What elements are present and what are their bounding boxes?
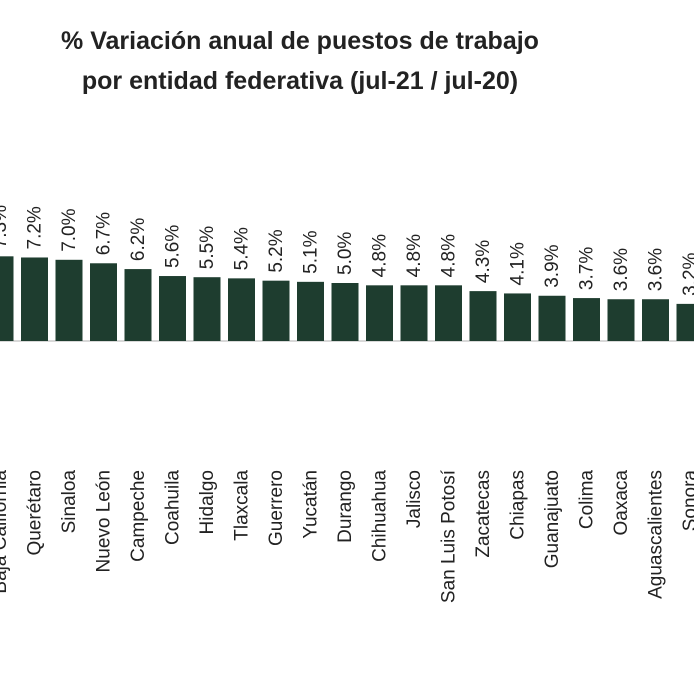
bar [331, 283, 359, 341]
category-label: Coahuila [163, 470, 184, 545]
bar [262, 280, 290, 341]
bar [400, 285, 428, 341]
category-label: Oaxaca [611, 470, 632, 536]
bar [159, 276, 186, 341]
category-label: Guanajuato [542, 470, 563, 568]
category-label: Tlaxcala [232, 470, 253, 541]
value-label: 5.4% [232, 227, 253, 270]
value-label: 7.2% [25, 206, 46, 249]
bar [504, 293, 531, 341]
value-label: 4.8% [439, 234, 460, 277]
bar [435, 285, 462, 341]
value-label: 3.6% [611, 248, 632, 291]
bar [366, 285, 393, 341]
category-label: Sonora [680, 470, 694, 532]
category-label: Colima [577, 470, 598, 530]
value-label: 6.7% [94, 212, 115, 255]
bar [0, 256, 14, 341]
value-label: 3.2% [680, 252, 694, 295]
value-label: 4.3% [473, 240, 494, 283]
value-label: 4.1% [508, 242, 529, 285]
category-label: Nuevo León [94, 470, 115, 572]
value-label: 5.2% [266, 229, 287, 272]
bar [90, 263, 117, 341]
bar [676, 303, 694, 341]
category-label: Aguascalientes [646, 470, 667, 599]
bar [573, 298, 600, 341]
category-label: Chihuahua [370, 470, 391, 562]
bar [21, 257, 48, 341]
value-label: 6.2% [128, 218, 149, 261]
value-label: 3.7% [577, 247, 598, 290]
bar [297, 281, 324, 341]
chart-title: % Variación anual de puestos de trabajo [61, 27, 539, 55]
category-label: Baja California [0, 470, 11, 594]
bar [193, 277, 221, 341]
bar [55, 259, 83, 341]
value-label: 3.6% [646, 248, 667, 291]
category-label: Zacatecas [473, 470, 494, 558]
value-label: 7.0% [59, 208, 80, 251]
bar [607, 299, 635, 341]
category-label: San Luis Potosí [439, 469, 460, 603]
category-label: Yucatán [301, 470, 322, 539]
category-label: Campeche [128, 470, 149, 562]
category-label: Guerrero [266, 470, 287, 546]
category-label: Chiapas [508, 470, 529, 540]
category-label: Querétaro [25, 470, 46, 556]
value-label: 5.0% [335, 232, 356, 275]
category-label: Sinaloa [59, 470, 80, 534]
value-label: 5.1% [301, 230, 322, 273]
value-label: 3.9% [542, 244, 563, 287]
category-label: Durango [335, 470, 356, 543]
chart-subtitle: por entidad federativa (jul-21 / jul-20) [81, 67, 519, 95]
bar [538, 295, 566, 341]
category-label: Hidalgo [197, 470, 218, 534]
value-label: 4.8% [370, 234, 391, 277]
bar [228, 278, 255, 341]
bar [469, 291, 497, 341]
value-label: 5.5% [197, 226, 218, 269]
category-label: Jalisco [404, 470, 425, 528]
value-label: 7.3% [0, 205, 11, 248]
bar [124, 269, 152, 341]
bar [642, 299, 669, 341]
value-label: 4.8% [404, 234, 425, 277]
value-label: 5.6% [163, 225, 184, 268]
